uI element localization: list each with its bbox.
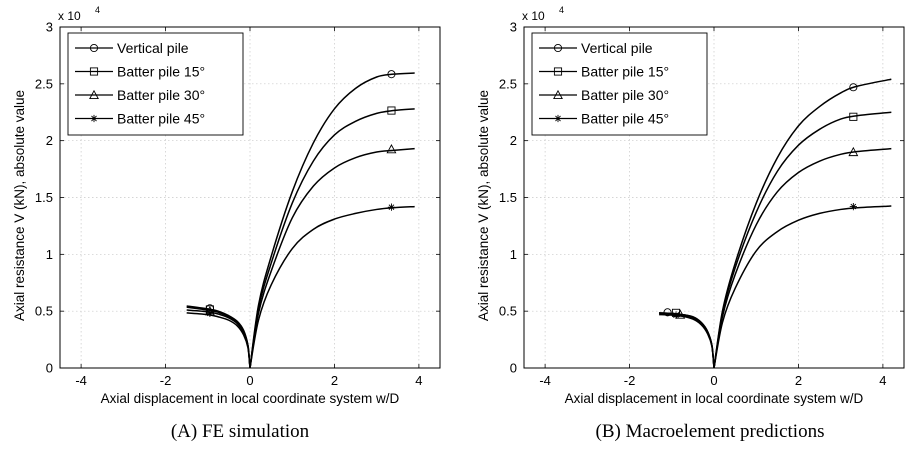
series-line-2 bbox=[249, 147, 415, 369]
y-tick-label: 2.5 bbox=[499, 76, 517, 91]
x-tick-label: 4 bbox=[415, 373, 422, 388]
x-tick-label: 4 bbox=[879, 373, 886, 388]
series-marker-0 bbox=[663, 308, 672, 317]
y-tick-label: 1 bbox=[510, 247, 517, 262]
y-axis-label: Axial resistance V (kN), absolute value bbox=[476, 90, 491, 321]
legend-label: Batter pile 45° bbox=[581, 111, 669, 127]
legend-label: Batter pile 15° bbox=[117, 64, 205, 80]
y-tick-label: 0 bbox=[510, 361, 517, 376]
series-line-2 bbox=[713, 147, 892, 369]
y-axis-label: Axial resistance V (kN), absolute value bbox=[12, 90, 27, 321]
y-tick-label: 2 bbox=[46, 133, 53, 148]
series-marker-1 bbox=[849, 112, 858, 121]
legend-label: Vertical pile bbox=[117, 40, 189, 56]
x-tick-label: -2 bbox=[160, 373, 172, 388]
x-tick-label: 0 bbox=[246, 373, 253, 388]
y-tick-label: 2.5 bbox=[35, 76, 53, 91]
legend-marker bbox=[89, 43, 99, 53]
y-tick-label: 1.5 bbox=[499, 190, 517, 205]
series-marker-1 bbox=[387, 106, 396, 115]
legend-marker bbox=[554, 114, 562, 123]
series-marker-2 bbox=[386, 144, 397, 154]
y-multiplier-exponent: 4 bbox=[559, 5, 564, 15]
x-tick-label: 0 bbox=[710, 373, 717, 388]
legend-marker bbox=[89, 89, 99, 100]
legend-label: Batter pile 30° bbox=[117, 87, 205, 103]
y-tick-label: 3 bbox=[46, 20, 53, 35]
series-marker-2 bbox=[848, 146, 859, 157]
x-tick-label: -2 bbox=[624, 373, 636, 388]
panel-caption: (B) Macroelement predictions bbox=[596, 421, 825, 442]
x-axis-label: Axial displacement in local coordinate s… bbox=[565, 391, 864, 406]
series-marker-3 bbox=[849, 202, 857, 211]
legend-label: Batter pile 15° bbox=[581, 64, 669, 80]
chart-panel-1: -4 -2 0 2 4 0 0.5 1 1.5 2 2.5 3 x 10 4 Axial displacem… bbox=[476, 5, 905, 442]
x-tick-label: -4 bbox=[539, 373, 551, 388]
y-tick-label: 3 bbox=[510, 20, 517, 35]
series-line-0 bbox=[713, 78, 892, 369]
legend-label: Batter pile 45° bbox=[117, 111, 205, 127]
y-tick-label: 1.5 bbox=[35, 190, 53, 205]
series-line-1 bbox=[713, 111, 892, 369]
legend-marker bbox=[90, 114, 98, 123]
series-marker-3 bbox=[672, 311, 680, 319]
y-multiplier: x 10 bbox=[58, 9, 81, 23]
legend-marker bbox=[553, 43, 563, 53]
chart-panel-0: -4 -2 0 2 4 0 0.5 1 1.5 2 2.5 3 x 10 4 Axial displacem… bbox=[12, 5, 441, 442]
y-multiplier-exponent: 4 bbox=[95, 5, 100, 15]
y-tick-label: 0 bbox=[46, 361, 53, 376]
series-marker-0 bbox=[849, 83, 858, 92]
legend-label: Batter pile 30° bbox=[581, 87, 669, 103]
x-tick-label: 2 bbox=[331, 373, 338, 388]
y-tick-label: 2 bbox=[510, 133, 517, 148]
x-axis-label: Axial displacement in local coordinate s… bbox=[101, 391, 400, 406]
series-line-3 bbox=[249, 205, 415, 369]
x-tick-label: -4 bbox=[75, 373, 87, 388]
series-line-0 bbox=[249, 72, 415, 369]
series-marker-3 bbox=[387, 203, 396, 211]
y-multiplier: x 10 bbox=[522, 9, 545, 23]
panel-caption: (A) FE simulation bbox=[171, 421, 310, 442]
series-line-1 bbox=[249, 108, 415, 369]
series-line-3 bbox=[713, 205, 892, 369]
series-marker-2 bbox=[675, 309, 686, 319]
y-tick-label: 0.5 bbox=[499, 304, 517, 319]
legend-marker bbox=[89, 67, 99, 76]
series-marker-0 bbox=[387, 70, 396, 79]
series-marker-3 bbox=[206, 309, 214, 318]
y-tick-label: 1 bbox=[46, 247, 53, 262]
legend-marker bbox=[553, 89, 563, 100]
legend-marker bbox=[553, 67, 563, 76]
legend-label: Vertical pile bbox=[581, 40, 653, 56]
x-tick-label: 2 bbox=[795, 373, 802, 388]
y-tick-label: 0.5 bbox=[35, 304, 53, 319]
